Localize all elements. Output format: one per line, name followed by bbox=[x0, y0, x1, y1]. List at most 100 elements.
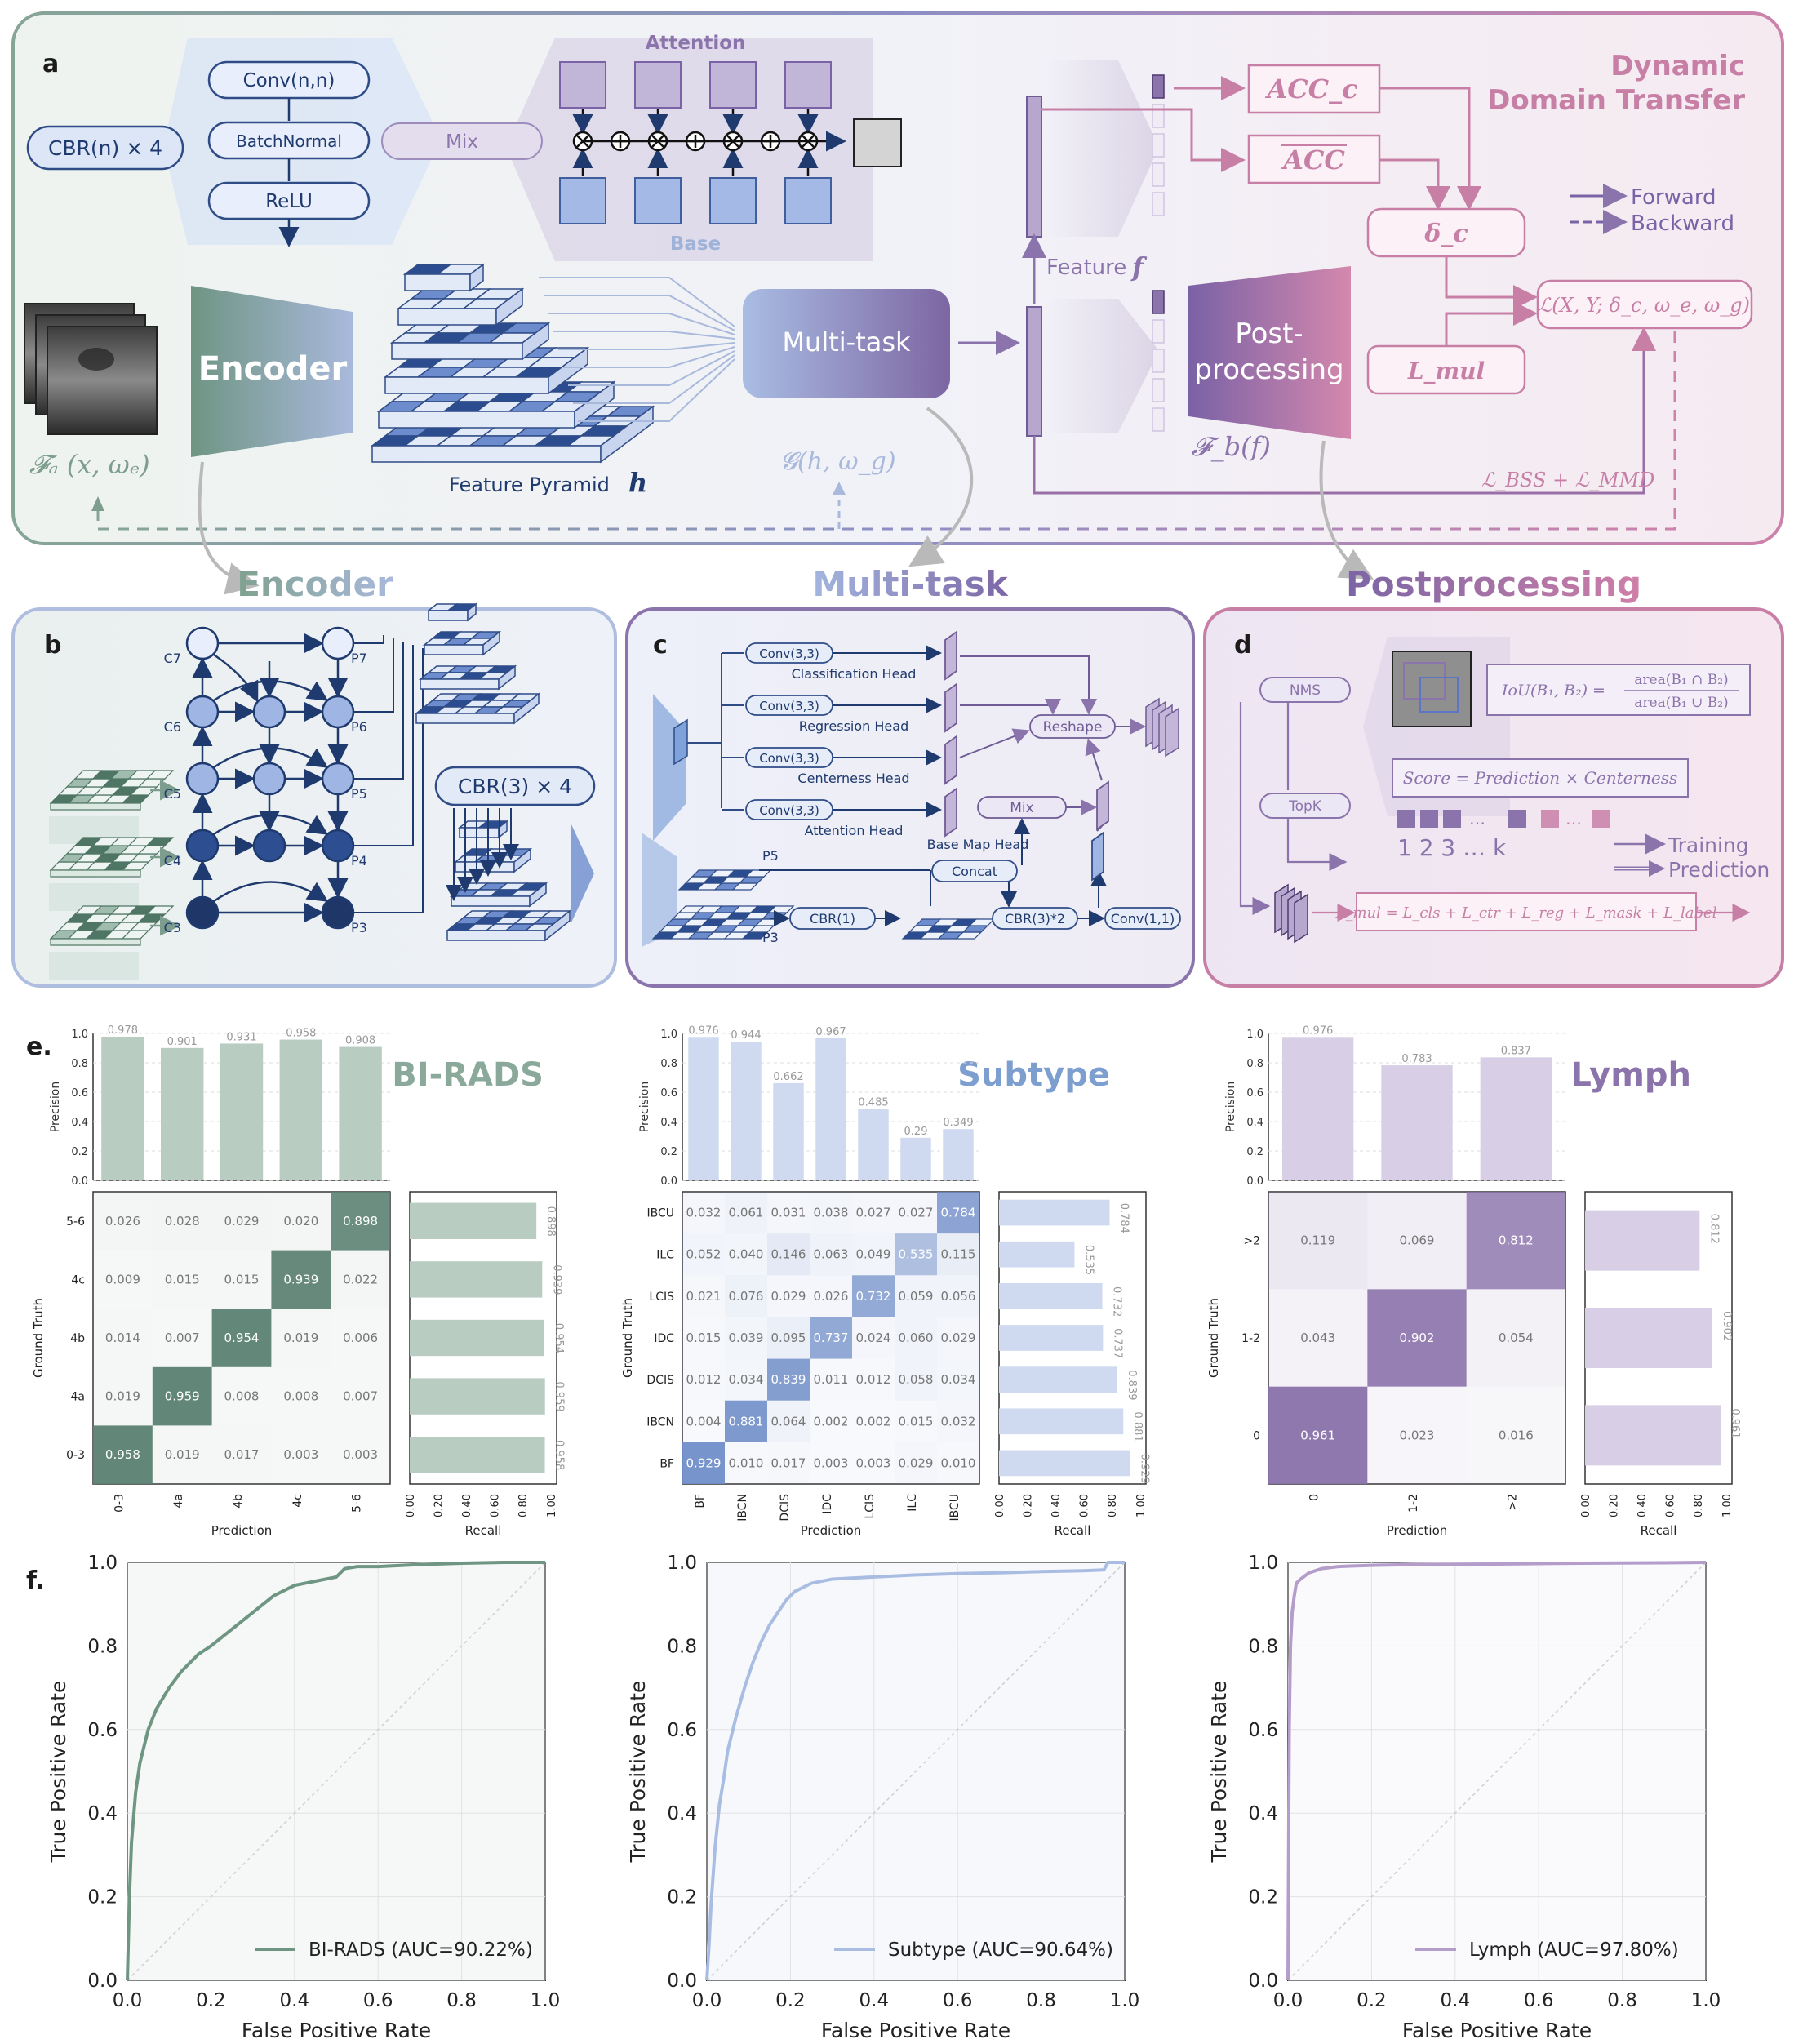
matrix-cell bbox=[810, 1233, 852, 1276]
ultrasound-stack bbox=[24, 303, 158, 435]
multitask-block bbox=[743, 289, 950, 398]
precision-bar bbox=[279, 1039, 323, 1180]
feature-pyramid-label: Feature Pyramid bbox=[449, 473, 610, 496]
matrix-cell bbox=[682, 1192, 725, 1234]
section-title-encoder: Encoder bbox=[237, 564, 393, 604]
base-map-label: Base Map Head bbox=[927, 837, 1029, 852]
iou-numerator: area(B₁ ∩ B₂) bbox=[1634, 672, 1728, 688]
matrix-xlabel: Prediction bbox=[211, 1523, 273, 1538]
matrix-cell-value: 0.056 bbox=[941, 1289, 976, 1304]
roc-y-tick: 0.2 bbox=[667, 1887, 697, 1908]
matrix-cell-value: 0.034 bbox=[729, 1372, 764, 1387]
recall-tick-label: 0.00 bbox=[405, 1494, 417, 1517]
recall-tick-label: 0.80 bbox=[517, 1494, 530, 1517]
roc-x-tick: 1.0 bbox=[531, 1990, 561, 2011]
feature-vector-faded bbox=[1152, 133, 1165, 158]
confusion-chart-1: Subtype 0.0 0.2 0.4 0.6 0.8 1.0 Precision 0.976 0… bbox=[620, 1024, 1151, 1538]
head-output-feature bbox=[944, 630, 957, 681]
matrix-cell bbox=[331, 1425, 390, 1484]
matrix-cell-value: 0.007 bbox=[165, 1331, 200, 1345]
matrix-cell-value: 0.011 bbox=[814, 1372, 849, 1387]
recall-tick-label: 0.80 bbox=[1107, 1494, 1119, 1517]
base-block bbox=[709, 177, 757, 224]
matrix-cell-value: 0.015 bbox=[165, 1272, 200, 1286]
head-output-feature bbox=[944, 682, 957, 733]
mix-label-c: Mix bbox=[1010, 800, 1033, 816]
matrix-row-label: IBCN bbox=[646, 1415, 674, 1429]
roc-xlabel: False Positive Rate bbox=[821, 2019, 1010, 2042]
skip-connection-arrow bbox=[213, 814, 329, 836]
precision-tick-label: 1.0 bbox=[1246, 1029, 1263, 1041]
matrix-cell-value: 0.031 bbox=[771, 1206, 806, 1220]
rank-square bbox=[1420, 810, 1438, 828]
output-stack bbox=[1294, 893, 1308, 944]
pyramid-level-side bbox=[522, 322, 549, 361]
matrix-cell bbox=[152, 1366, 212, 1426]
recall-bar bbox=[999, 1325, 1104, 1351]
score-box bbox=[1392, 758, 1689, 798]
roc-xlabel: False Positive Rate bbox=[1402, 2019, 1592, 2042]
pyramid-level-front bbox=[384, 376, 549, 394]
pyramid-level-front bbox=[371, 445, 602, 463]
precision-tick-label: 0.6 bbox=[1246, 1087, 1263, 1100]
matrix-cell-value: 0.022 bbox=[343, 1272, 378, 1286]
matrix-cell-value: 0.015 bbox=[899, 1414, 934, 1429]
multitask-connector bbox=[908, 407, 974, 567]
matrix-cell bbox=[152, 1192, 212, 1251]
matrix-cell-value: 0.003 bbox=[814, 1455, 849, 1470]
matrix-row-label: >2 bbox=[1243, 1235, 1260, 1248]
rank-square bbox=[1592, 810, 1610, 828]
matrix-row-label: IBCU bbox=[646, 1207, 674, 1220]
c-node bbox=[185, 895, 220, 930]
delta-to-loss bbox=[1445, 256, 1538, 309]
roc-x-tick: 0.6 bbox=[943, 1990, 973, 2011]
matrix-cell-value: 0.029 bbox=[771, 1289, 806, 1304]
matrix-cell-value: 0.019 bbox=[283, 1331, 318, 1345]
feature-f-label: Feature bbox=[1046, 256, 1126, 280]
matrix-cell bbox=[331, 1250, 390, 1309]
recall-value-label: 0.535 bbox=[1082, 1245, 1095, 1275]
recall-value-label: 0.737 bbox=[1111, 1328, 1123, 1358]
recall-bar bbox=[410, 1261, 543, 1298]
delta-c-label: δ_c bbox=[1423, 220, 1468, 248]
matrix-cell-value: 0.032 bbox=[686, 1206, 722, 1220]
rank-labels: 1 2 3 … k bbox=[1397, 834, 1507, 861]
roc-ylabel: True Positive Rate bbox=[626, 1681, 650, 1864]
matrix-cell-value: 0.026 bbox=[105, 1214, 140, 1229]
precision-tick-label: 0.0 bbox=[71, 1175, 88, 1188]
matrix-cell-value: 0.146 bbox=[771, 1247, 806, 1262]
class-to-reshape bbox=[960, 655, 1097, 715]
mix-pill bbox=[381, 122, 543, 160]
matrix-cell-value: 0.003 bbox=[343, 1447, 378, 1462]
matrix-cell bbox=[1466, 1289, 1565, 1387]
feature-vector-faded bbox=[1152, 319, 1165, 344]
roc-x-tick: 0.2 bbox=[196, 1990, 226, 2011]
precision-tick-label: 0.8 bbox=[1246, 1058, 1263, 1070]
feature-column-top bbox=[1026, 96, 1042, 238]
nms-pill bbox=[1259, 677, 1351, 703]
matrix-cell bbox=[937, 1317, 979, 1359]
matrix-row-label: 4c bbox=[71, 1273, 85, 1286]
head-name: Centerness Head bbox=[797, 771, 909, 786]
precision-value-label: 0.958 bbox=[286, 1028, 316, 1040]
recall-value-label: 0.898 bbox=[544, 1206, 557, 1237]
precision-value-label: 0.837 bbox=[1501, 1045, 1531, 1057]
lesion-shape bbox=[78, 348, 114, 371]
p-node bbox=[321, 762, 355, 796]
head-name: Regression Head bbox=[799, 718, 908, 734]
matrix-cell-value: 0.115 bbox=[941, 1247, 976, 1262]
matrix-row-label: ILC bbox=[656, 1249, 674, 1262]
matrix-cell-value: 0.535 bbox=[899, 1247, 934, 1262]
acc-c-box bbox=[1247, 64, 1381, 114]
pyramid-level-front bbox=[451, 895, 531, 907]
acc-c-label: ACC_c bbox=[1264, 73, 1357, 104]
matrix-cell-value: 0.063 bbox=[814, 1247, 849, 1262]
grid-cell bbox=[145, 905, 175, 915]
matrix-col-label: 4c bbox=[291, 1494, 304, 1508]
c-node-label: C4 bbox=[164, 853, 181, 869]
matrix-cell-value: 0.060 bbox=[899, 1331, 934, 1345]
pyramid-level-side bbox=[513, 847, 531, 873]
p-grid-glow bbox=[642, 833, 677, 947]
topk-label: TopK bbox=[1288, 798, 1322, 815]
matrix-col-label: >2 bbox=[1506, 1494, 1519, 1511]
